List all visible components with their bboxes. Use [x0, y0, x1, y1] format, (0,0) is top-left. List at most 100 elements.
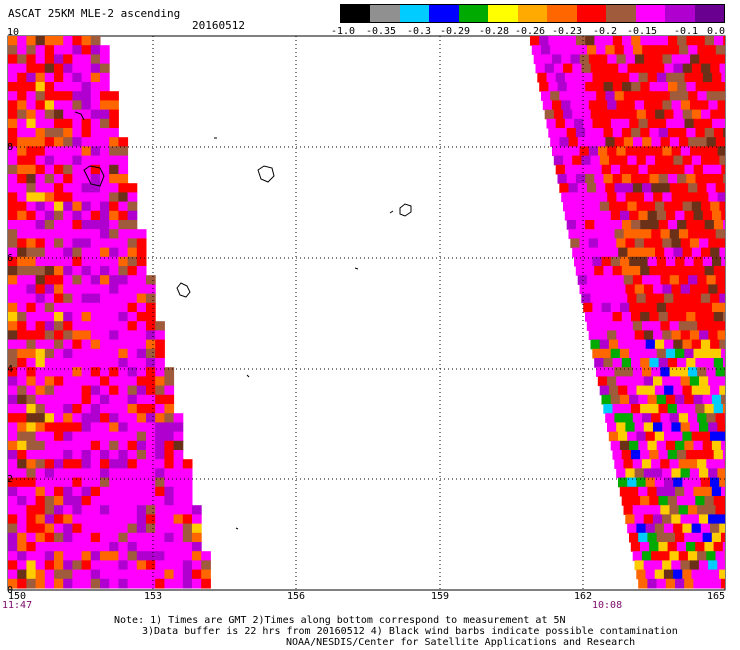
island-outline [83, 165, 105, 187]
wind-cell [662, 284, 672, 295]
wind-cell [90, 137, 101, 147]
wind-cell [664, 523, 674, 534]
wind-cell [100, 468, 110, 479]
wind-cell [54, 569, 64, 580]
wind-cell [17, 422, 27, 433]
wind-cell [81, 413, 92, 423]
wind-cell [81, 422, 92, 433]
wind-cell [614, 413, 625, 423]
wind-cell [173, 514, 184, 525]
wind-cell [100, 45, 110, 55]
wind-cell [686, 82, 697, 92]
wind-cell [660, 413, 671, 423]
wind-cell [566, 174, 577, 184]
wind-cell [627, 339, 637, 350]
wind-cell [100, 431, 110, 442]
wind-cell [599, 201, 610, 212]
wind-cell [63, 422, 73, 433]
wind-cell [100, 183, 110, 193]
wind-cell [118, 560, 129, 571]
wind-cell [643, 376, 654, 387]
wind-cell [81, 330, 92, 341]
wind-cell [605, 275, 615, 285]
wind-cell [127, 578, 138, 589]
wind-cell [599, 109, 610, 120]
wind-cell [35, 100, 46, 111]
wind-cell [715, 45, 725, 55]
wind-cell [72, 275, 83, 285]
wind-cell [81, 486, 92, 497]
colorbar-swatch [694, 5, 725, 22]
wind-cell [100, 174, 110, 184]
wind-cell [81, 164, 92, 175]
wind-cell [164, 514, 175, 525]
wind-cell [682, 477, 693, 488]
wind-cell [17, 118, 27, 129]
wind-cell [44, 569, 55, 580]
wind-cell [155, 551, 165, 561]
wind-cell [721, 210, 725, 221]
wind-cell [684, 348, 694, 359]
wind-cell [26, 413, 37, 423]
wind-cell [118, 532, 129, 543]
wind-cell [684, 394, 694, 405]
wind-cell [72, 578, 83, 589]
wind-cell [597, 238, 608, 249]
wind-cell [26, 36, 37, 46]
wind-cell [173, 551, 184, 561]
wind-cell [686, 358, 696, 368]
wind-cell [118, 348, 129, 359]
wind-cell [675, 118, 685, 129]
wind-cell [35, 45, 46, 55]
wind-cell [682, 431, 693, 442]
wind-cell [127, 551, 138, 561]
wind-cell [680, 330, 691, 341]
wind-cell [651, 551, 661, 561]
wind-cell [607, 192, 617, 203]
wind-cell [182, 523, 193, 534]
wind-cell [625, 422, 636, 433]
wind-cell [90, 174, 101, 184]
wind-cell [8, 358, 18, 368]
wind-cell [699, 468, 709, 479]
wind-cell [118, 440, 129, 451]
wind-cell [17, 72, 27, 83]
wind-cell [708, 100, 719, 111]
wind-cell [90, 348, 101, 359]
wind-cell [677, 82, 687, 92]
wind-cell [136, 238, 147, 249]
wind-cell [100, 100, 110, 111]
wind-cell [72, 91, 83, 101]
wind-cell [100, 82, 110, 92]
wind-cell [666, 72, 676, 83]
wind-cell [612, 82, 623, 92]
wind-cell [664, 201, 674, 212]
wind-cell [678, 275, 689, 285]
wind-cell [54, 302, 64, 313]
wind-cell [682, 247, 693, 258]
wind-cell [701, 155, 711, 166]
wind-cell [81, 192, 92, 203]
wind-cell [614, 91, 625, 101]
wind-cell [621, 266, 632, 276]
wind-cell [563, 155, 573, 166]
wind-cell [553, 63, 564, 74]
wind-cell [35, 174, 46, 184]
wind-cell [656, 348, 667, 359]
wind-cell [17, 201, 27, 212]
wind-cell [26, 302, 37, 313]
wind-cell [72, 486, 83, 497]
wind-cell [576, 36, 586, 46]
wind-cell [118, 164, 129, 175]
wind-cell [643, 284, 654, 295]
wind-cell [610, 440, 621, 451]
wind-cell [649, 496, 659, 506]
wind-cell [90, 394, 101, 405]
wind-cell [603, 220, 614, 230]
wind-cell [722, 542, 725, 552]
wind-cell [136, 404, 147, 414]
wind-cell [620, 118, 630, 129]
wind-cell [627, 247, 638, 258]
wind-cell [642, 45, 652, 55]
wind-cell [81, 82, 92, 92]
